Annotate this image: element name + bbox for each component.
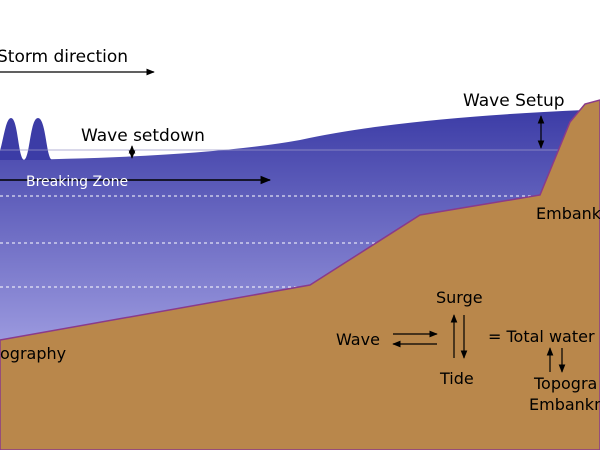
- label: Breaking Zone: [26, 174, 128, 190]
- arrows: [0, 68, 566, 373]
- label: Wave Setup: [463, 91, 565, 111]
- label: = Total water: [488, 327, 595, 346]
- label: Wave: [336, 330, 380, 349]
- label: Embank: [536, 204, 600, 223]
- ground: [0, 99, 600, 450]
- label: ography: [0, 344, 66, 363]
- label: Tide: [439, 369, 474, 388]
- label: Topogra: [533, 374, 597, 393]
- label: Surge: [436, 288, 483, 307]
- label: Wave setdown: [81, 126, 205, 146]
- label: Storm direction: [0, 47, 128, 67]
- water: [0, 110, 585, 340]
- label: Embankm: [529, 395, 600, 414]
